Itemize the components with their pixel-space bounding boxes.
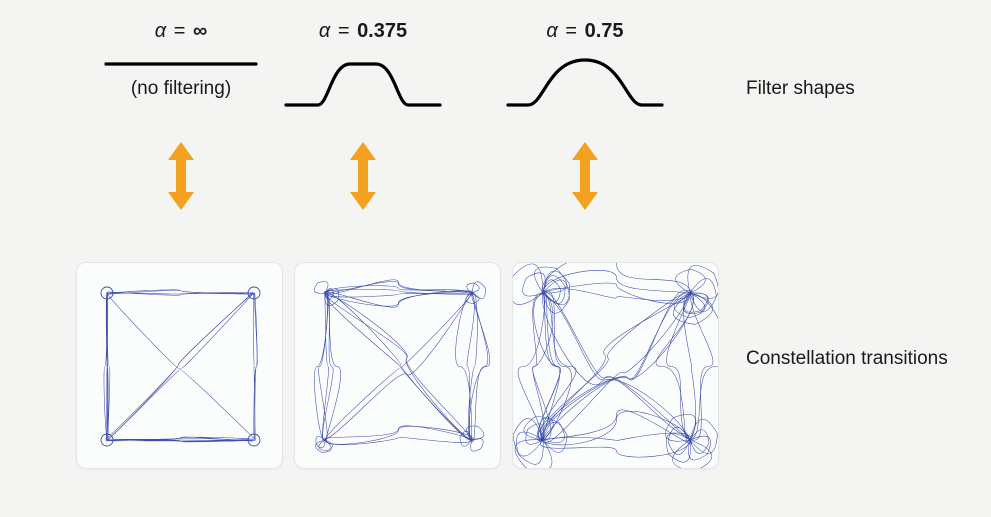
constellation-col3 bbox=[512, 262, 719, 469]
alpha-value-col3: 0.75 bbox=[585, 20, 624, 42]
updown-arrow-icon bbox=[168, 142, 194, 210]
alpha-label-col2: α = 0.375 bbox=[278, 20, 448, 43]
alpha-value-col1: ∞ bbox=[193, 20, 207, 42]
filter-shape-col1 bbox=[96, 54, 266, 74]
updown-arrow-icon bbox=[572, 142, 598, 210]
constellation-col1 bbox=[76, 262, 283, 469]
alpha-value-col2: 0.375 bbox=[357, 20, 407, 42]
alpha-label-col1: α = ∞ bbox=[96, 20, 266, 43]
filter-shape-col3 bbox=[500, 54, 670, 109]
alpha-label-col3: α = 0.75 bbox=[500, 20, 670, 43]
filter-shapes-label: Filter shapes bbox=[746, 78, 855, 100]
constellation-transitions-label: Constellation transitions bbox=[746, 348, 948, 370]
filter-shape-col2 bbox=[278, 54, 448, 109]
no-filtering-label: (no filtering) bbox=[96, 78, 266, 100]
updown-arrow-icon bbox=[350, 142, 376, 210]
constellation-col2 bbox=[294, 262, 501, 469]
